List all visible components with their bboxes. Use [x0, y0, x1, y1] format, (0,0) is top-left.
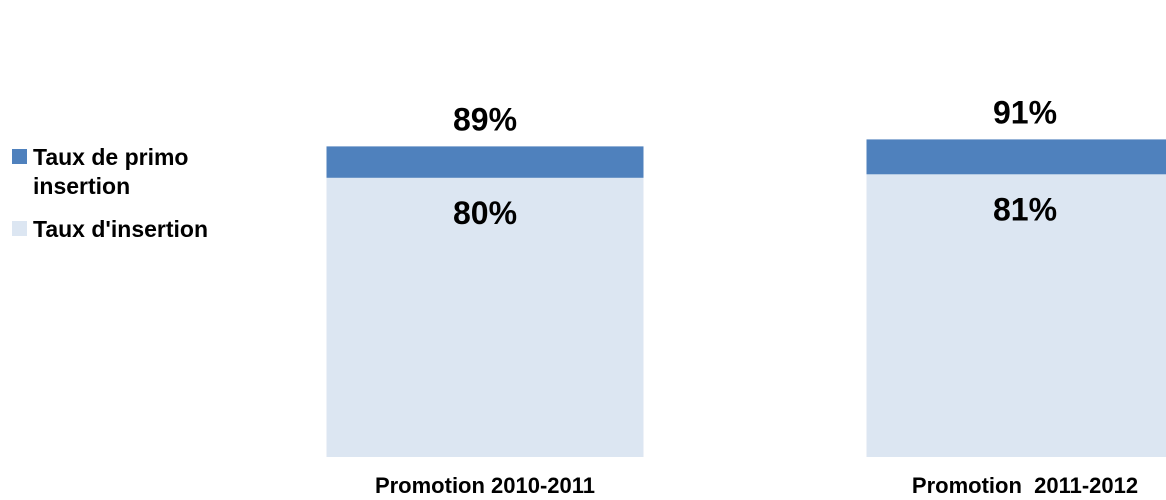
category-label-2: Promotion 2011-2012: [912, 473, 1138, 498]
bar-primo-insertion-1: [326, 146, 644, 178]
data-label-primo-insertion-1: 89%: [453, 101, 517, 137]
data-label-insertion-1: 80%: [453, 195, 517, 231]
legend-label-insertion: Taux d'insertion: [33, 216, 209, 242]
legend-item-primo-insertion: Taux de primo insertion: [12, 143, 272, 201]
labels-layer: 80% 89% Promotion 2010-2011 81% 91% Promotion…: [375, 94, 1138, 498]
legend-swatch-primo-insertion: [12, 149, 27, 164]
data-label-primo-insertion-2: 91%: [993, 94, 1057, 130]
legend-item-insertion: Taux d'insertion: [12, 215, 272, 244]
legend-label-primo-insertion: Taux de primo insertion: [33, 144, 189, 199]
bars-layer: [326, 139, 1166, 458]
legend: Taux de primo insertion Taux d'insertion: [12, 143, 272, 258]
bar-insertion-1: [326, 177, 644, 458]
bar-primo-insertion-2: [866, 139, 1166, 175]
category-label-1: Promotion 2010-2011: [375, 473, 595, 498]
legend-swatch-insertion: [12, 221, 27, 236]
data-label-insertion-2: 81%: [993, 191, 1057, 227]
bar-insertion-2: [866, 174, 1166, 457]
